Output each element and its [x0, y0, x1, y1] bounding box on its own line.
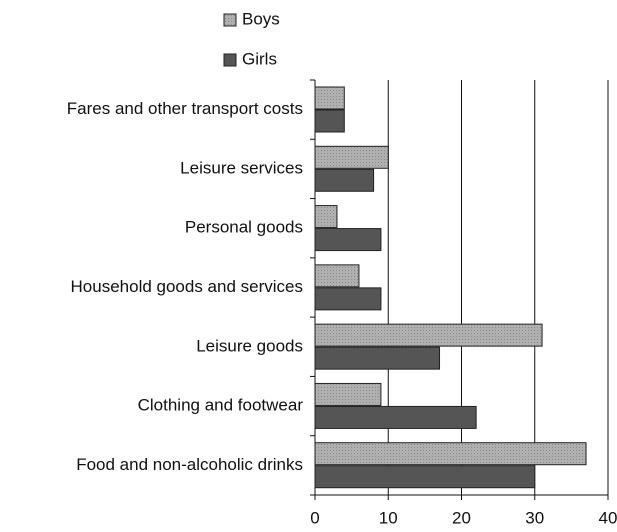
y-tick-label: Leisure services — [180, 158, 303, 177]
x-tick-label: 20 — [452, 508, 471, 527]
x-tick-label: 40 — [599, 508, 617, 527]
bar — [314, 382, 382, 406]
bar — [314, 205, 338, 229]
y-tick-label: Food and non-alcoholic drinks — [76, 455, 303, 474]
x-tick-label: 10 — [379, 508, 398, 527]
bar — [314, 442, 587, 466]
bar — [314, 405, 477, 429]
bar — [314, 86, 345, 110]
y-tick-label: Leisure goods — [196, 336, 303, 355]
y-tick-label: Clothing and footwear — [138, 396, 304, 415]
y-tick-label: Personal goods — [185, 218, 303, 237]
legend-label: Boys — [242, 9, 280, 28]
bar — [314, 264, 360, 288]
bar — [314, 346, 441, 370]
bar — [314, 287, 382, 311]
bar — [314, 168, 375, 192]
y-tick-label: Fares and other transport costs — [67, 99, 303, 118]
y-tick-label: Household goods and services — [71, 277, 303, 296]
x-tick-label: 30 — [525, 508, 544, 527]
legend-label: Girls — [242, 49, 277, 68]
bar — [314, 109, 345, 133]
bar — [314, 323, 543, 347]
legend-swatch — [223, 53, 237, 67]
bar — [314, 228, 382, 252]
bar — [314, 465, 536, 489]
x-tick-label: 0 — [310, 508, 319, 527]
legend-swatch — [223, 13, 237, 27]
bar — [314, 145, 389, 169]
